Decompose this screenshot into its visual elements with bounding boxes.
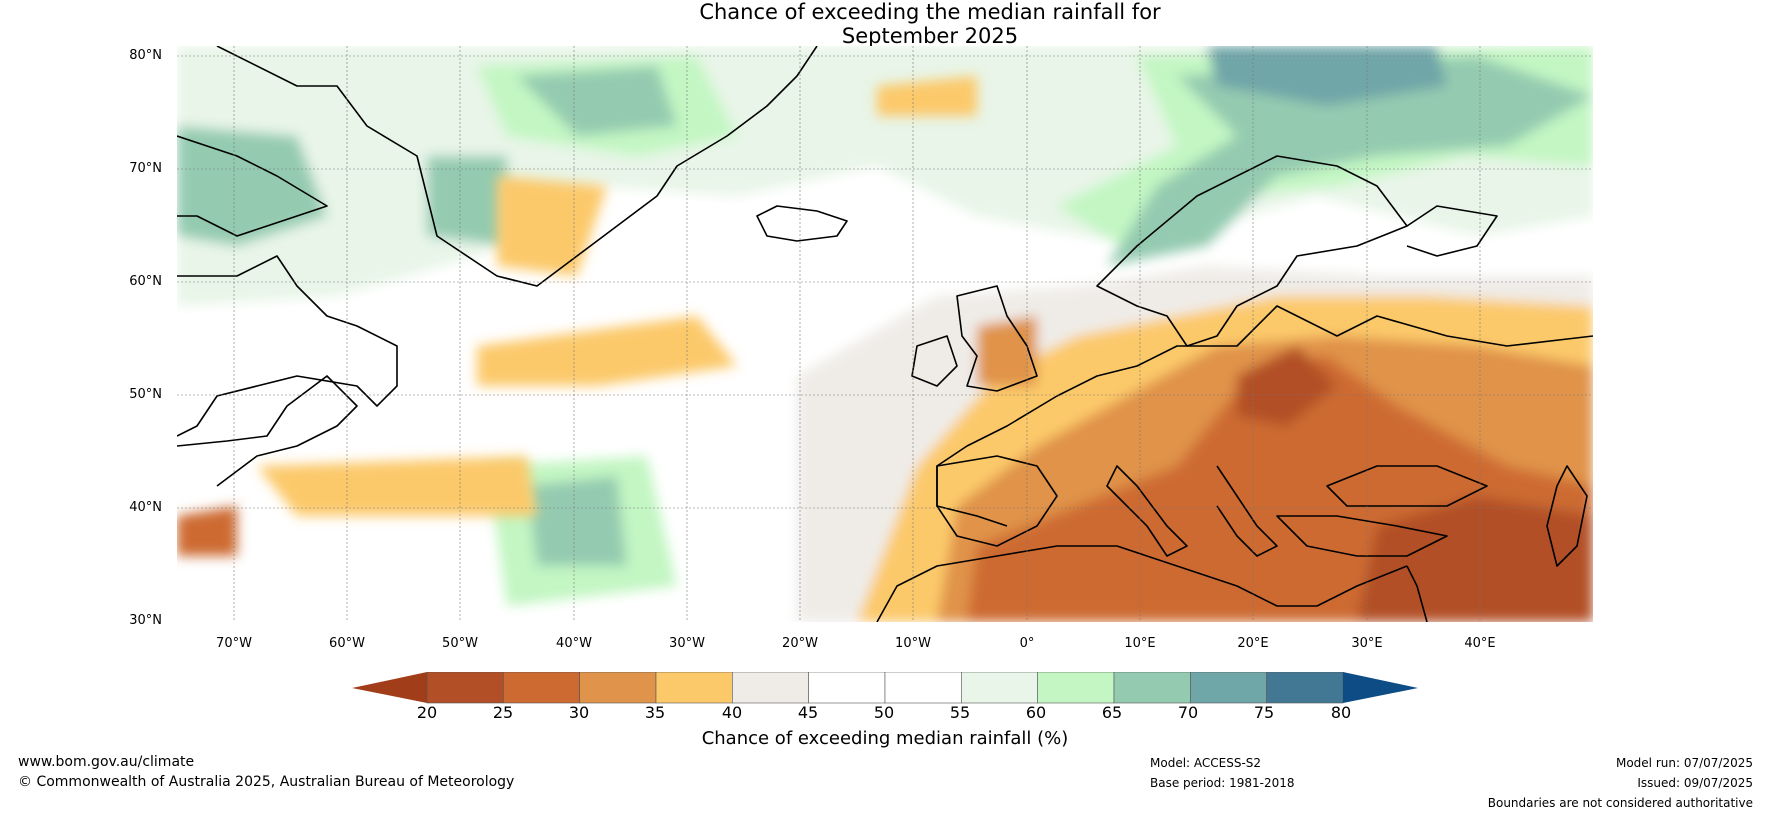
lon-label-40w: 40°W <box>556 636 592 651</box>
footer-copyright: © Commonwealth of Australia 2025, Austra… <box>18 774 515 790</box>
lon-label-50w: 50°W <box>442 636 478 651</box>
dry-anomaly-atlantic-50n <box>477 316 737 386</box>
lon-label-60w: 60°W <box>329 636 365 651</box>
map-title-line1: Chance of exceeding the median rainfall … <box>699 0 1161 24</box>
dry-anomaly-north-atlantic-patch <box>497 176 607 276</box>
colorbar-tick-20: 20 <box>416 703 438 722</box>
colorbar-bin <box>579 672 657 704</box>
dry-anomaly-cape-verde <box>177 506 237 556</box>
lon-label-30e: 30°E <box>1351 636 1383 651</box>
lat-label-80n: 80°N <box>129 48 162 63</box>
colorbar-tick-65: 65 <box>1101 703 1123 722</box>
wet-anomaly-baffin-core <box>517 66 677 136</box>
wet-anomaly-layer <box>177 46 1593 606</box>
dry-anomaly-layer <box>177 76 1593 622</box>
colorbar-bin <box>655 672 733 704</box>
lon-label-10w: 10°W <box>895 636 931 651</box>
footer-disclaimer: Boundaries are not considered authoritat… <box>1487 796 1753 810</box>
coastline-italy <box>1106 465 1188 557</box>
coastline-iberia <box>936 455 1058 547</box>
coastline-iceland <box>756 205 848 242</box>
coastline-turkey <box>1276 515 1448 557</box>
coastline-baffin <box>177 135 328 237</box>
lat-label-30n: 30°N <box>129 613 162 628</box>
lon-label-70w: 70°W <box>216 636 252 651</box>
coastline-levant <box>1406 565 1428 622</box>
footer-model-run: Model run: 07/07/2025 <box>1615 756 1753 770</box>
wet-anomaly-norway <box>1107 56 1593 266</box>
graticule <box>177 46 1593 622</box>
lat-label-50n: 50°N <box>129 387 162 402</box>
colorbar-tick-75: 75 <box>1253 703 1275 722</box>
colorbar-tick-35: 35 <box>644 703 666 722</box>
coastline-kola <box>1406 205 1498 257</box>
colorbar-bin <box>1190 672 1267 704</box>
wet-anomaly-barents <box>1207 46 1447 106</box>
colorbar-bin <box>1113 672 1191 704</box>
wet-anomaly-subtropical-core <box>527 476 627 566</box>
dry-anomaly-west-atlantic <box>257 456 537 516</box>
colorbar-tick-80: 80 <box>1330 703 1352 722</box>
footer-model: Model: ACCESS-S2 <box>1150 756 1262 770</box>
colorbar-bin <box>503 672 580 704</box>
coastline-great-britain <box>956 285 1038 392</box>
coastline-north-america <box>177 375 358 487</box>
dry-anomaly-uk <box>977 316 1037 386</box>
colorbar-bin <box>884 672 962 704</box>
colorbar-tick-70: 70 <box>1177 703 1199 722</box>
colorbar-bins <box>426 672 1344 704</box>
dry-anomaly-middle-east <box>1357 496 1593 622</box>
lat-label-40n: 40°N <box>129 500 162 515</box>
colorbar-bin <box>808 672 886 704</box>
colorbar-label: Chance of exceeding median rainfall (%) <box>701 728 1069 749</box>
colorbar-tick-45: 45 <box>797 703 819 722</box>
colorbar-tick-25: 25 <box>492 703 514 722</box>
colorbar-tick-60: 60 <box>1025 703 1047 722</box>
colorbar-tick-50: 50 <box>873 703 895 722</box>
colorbar-bin <box>961 672 1038 704</box>
map-title: Chance of exceeding the median rainfall … <box>0 0 1770 48</box>
coastline-labrador <box>177 255 398 437</box>
colorbar <box>352 672 1418 704</box>
rainfall-map-svg <box>177 46 1593 622</box>
colorbar-bin <box>1037 672 1115 704</box>
lon-label-30w: 30°W <box>669 636 705 651</box>
wet-anomaly-labrador-sea <box>177 126 327 246</box>
colorbar-below-triangle <box>352 672 427 703</box>
coastline-caspian <box>1546 465 1588 567</box>
coastline-scandinavia <box>1096 155 1408 347</box>
coastline-greenland <box>216 46 818 287</box>
lat-label-70n: 70°N <box>129 161 162 176</box>
coastline-balkans-greece <box>1216 465 1278 557</box>
lon-label-20w: 20°W <box>782 636 818 651</box>
footer-issued: Issued: 09/07/2025 <box>1637 776 1753 790</box>
colorbar-bin <box>732 672 809 704</box>
dry-anomaly-central-europe <box>1237 346 1337 426</box>
lon-label-20e: 20°E <box>1237 636 1269 651</box>
lat-label-60n: 60°N <box>129 274 162 289</box>
colorbar-tick-40: 40 <box>721 703 743 722</box>
coastline-black-sea <box>1326 465 1488 507</box>
colorbar-bin <box>426 672 504 704</box>
rainfall-map <box>177 46 1593 622</box>
footer-base-period: Base period: 1981-2018 <box>1150 776 1295 790</box>
lon-label-0: 0° <box>1019 636 1035 651</box>
coastlines <box>177 46 1593 622</box>
dry-anomaly-norwegian-sea <box>877 76 977 116</box>
lon-label-40e: 40°E <box>1464 636 1496 651</box>
lon-label-10e: 10°E <box>1124 636 1156 651</box>
map-title-line2: September 2025 <box>841 24 1019 48</box>
colorbar-bin <box>1266 672 1344 704</box>
footer-website: www.bom.gov.au/climate <box>18 754 195 770</box>
wet-anomaly-east-greenland <box>427 156 507 246</box>
colorbar-above-triangle <box>1343 672 1418 703</box>
coastline-north-africa <box>876 545 1408 622</box>
colorbar-tick-55: 55 <box>949 703 971 722</box>
colorbar-tick-30: 30 <box>568 703 590 722</box>
